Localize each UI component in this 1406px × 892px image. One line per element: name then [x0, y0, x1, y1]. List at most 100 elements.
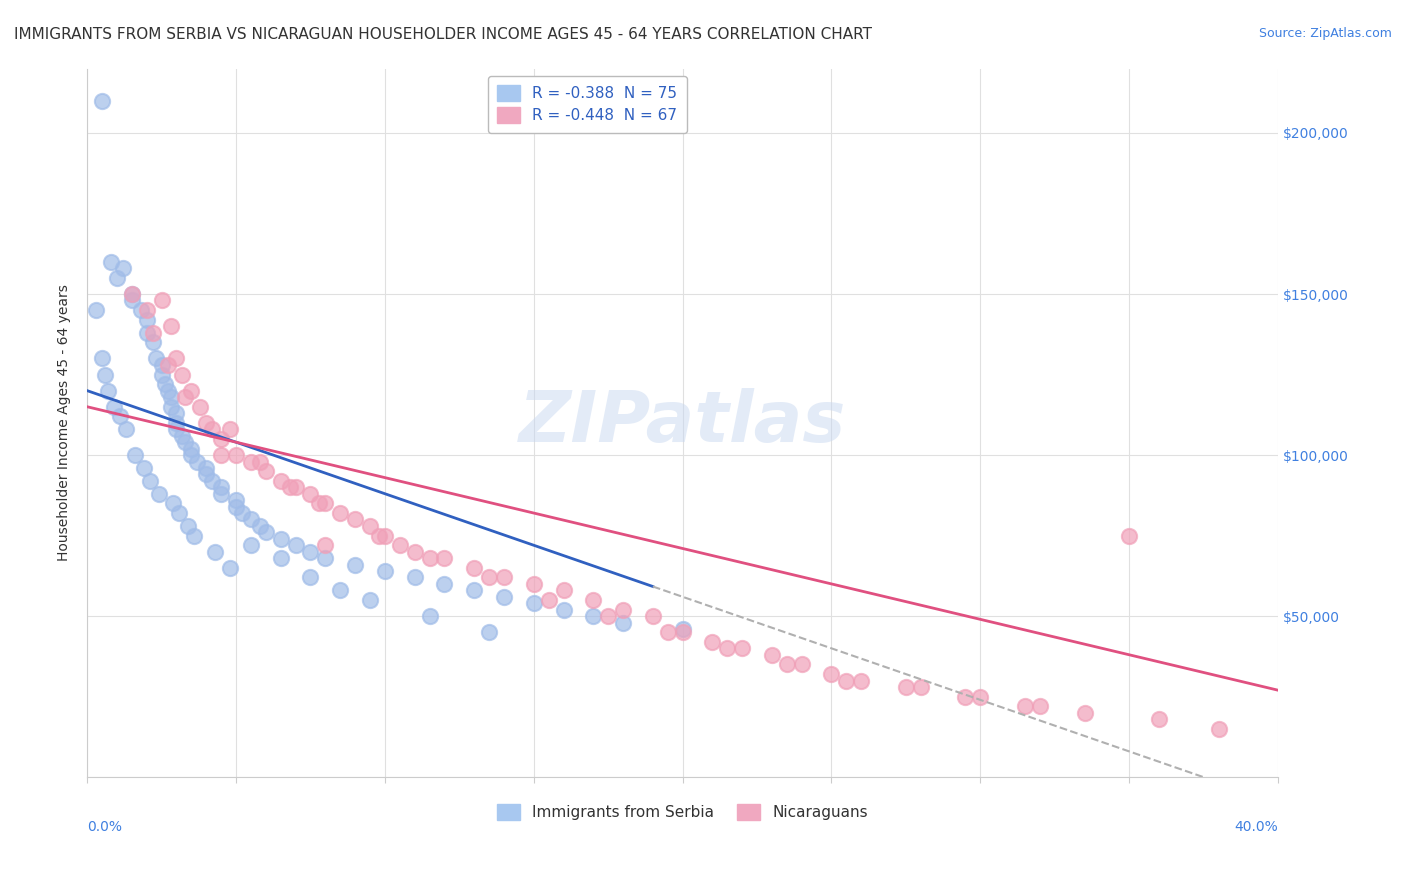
Text: 0.0%: 0.0%: [87, 820, 122, 834]
Point: [492, 590, 515, 604]
Point: [835, 673, 858, 688]
Point: [1073, 706, 1095, 720]
Point: [105, 271, 128, 285]
Point: [121, 293, 143, 308]
Point: [239, 512, 262, 526]
Point: [299, 486, 322, 500]
Text: Source: ZipAtlas.com: Source: ZipAtlas.com: [1258, 27, 1392, 40]
Point: [492, 570, 515, 584]
Point: [132, 461, 155, 475]
Point: [254, 525, 277, 540]
Point: [284, 538, 307, 552]
Point: [239, 538, 262, 552]
Point: [201, 422, 224, 436]
Point: [97, 384, 120, 398]
Point: [374, 564, 396, 578]
Point: [433, 577, 456, 591]
Point: [1029, 699, 1052, 714]
Point: [419, 609, 441, 624]
Point: [419, 551, 441, 566]
Point: [299, 545, 322, 559]
Point: [761, 648, 783, 662]
Point: [138, 474, 160, 488]
Point: [270, 532, 292, 546]
Point: [553, 603, 575, 617]
Point: [115, 422, 138, 436]
Text: ZIPatlas: ZIPatlas: [519, 388, 846, 458]
Point: [84, 303, 107, 318]
Point: [159, 390, 181, 404]
Point: [148, 486, 170, 500]
Point: [1118, 528, 1140, 542]
Point: [1014, 699, 1036, 714]
Point: [478, 625, 501, 640]
Point: [183, 528, 205, 542]
Point: [180, 384, 202, 398]
Point: [894, 680, 917, 694]
Point: [111, 261, 134, 276]
Point: [478, 570, 501, 584]
Point: [209, 486, 232, 500]
Point: [329, 506, 352, 520]
Point: [145, 351, 167, 366]
Point: [284, 480, 307, 494]
Point: [851, 673, 873, 688]
Point: [308, 496, 330, 510]
Point: [388, 538, 411, 552]
Point: [209, 480, 232, 494]
Point: [166, 422, 188, 436]
Point: [195, 467, 218, 482]
Point: [820, 667, 842, 681]
Point: [209, 448, 232, 462]
Point: [166, 416, 188, 430]
Point: [270, 551, 292, 566]
Point: [1147, 712, 1170, 726]
Point: [314, 538, 336, 552]
Point: [523, 596, 546, 610]
Y-axis label: Householder Income Ages 45 - 64 years: Householder Income Ages 45 - 64 years: [58, 285, 72, 561]
Point: [201, 474, 224, 488]
Point: [270, 474, 292, 488]
Point: [180, 448, 202, 462]
Point: [180, 442, 202, 456]
Point: [433, 551, 456, 566]
Point: [463, 561, 485, 575]
Point: [404, 570, 426, 584]
Point: [150, 368, 173, 382]
Point: [174, 435, 197, 450]
Point: [169, 506, 191, 520]
Point: [641, 609, 664, 624]
Point: [188, 400, 211, 414]
Point: [225, 493, 247, 508]
Point: [159, 319, 181, 334]
Point: [172, 368, 194, 382]
Point: [142, 326, 165, 340]
Point: [219, 561, 242, 575]
Point: [523, 577, 546, 591]
Point: [612, 615, 634, 630]
Point: [121, 287, 143, 301]
Point: [314, 551, 336, 566]
Point: [103, 400, 125, 414]
Point: [359, 593, 381, 607]
Point: [404, 545, 426, 559]
Point: [166, 351, 188, 366]
Point: [249, 454, 271, 468]
Point: [186, 454, 208, 468]
Point: [166, 406, 188, 420]
Point: [177, 519, 200, 533]
Point: [969, 690, 991, 704]
Point: [159, 400, 181, 414]
Point: [374, 528, 396, 542]
Point: [790, 657, 813, 672]
Point: [254, 464, 277, 478]
Point: [195, 416, 218, 430]
Point: [314, 496, 336, 510]
Point: [553, 583, 575, 598]
Point: [195, 461, 218, 475]
Point: [731, 641, 754, 656]
Point: [231, 506, 253, 520]
Point: [463, 583, 485, 598]
Point: [344, 512, 367, 526]
Point: [249, 519, 271, 533]
